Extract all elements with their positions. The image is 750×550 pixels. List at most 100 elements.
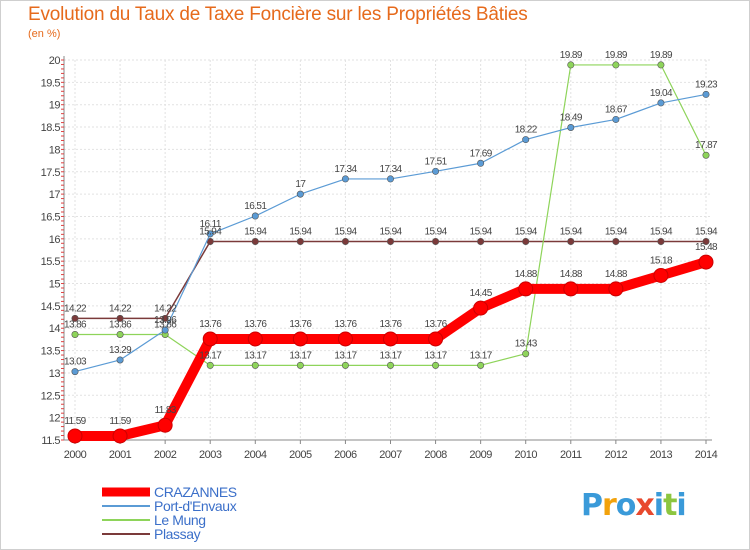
x-tick-label: 2000 bbox=[64, 449, 87, 461]
data-label: 13.29 bbox=[109, 345, 132, 356]
data-point bbox=[702, 238, 710, 246]
data-point bbox=[116, 330, 124, 338]
y-tick-label: 19 bbox=[49, 100, 61, 112]
data-label: 15.94 bbox=[560, 227, 583, 238]
data-point bbox=[202, 331, 218, 347]
data-label: 14.22 bbox=[64, 303, 87, 314]
data-label: 17 bbox=[295, 179, 306, 190]
data-label: 13.76 bbox=[199, 319, 222, 330]
data-label: 15.94 bbox=[470, 227, 493, 238]
logo-letter: x bbox=[635, 488, 654, 523]
data-label: 15.94 bbox=[379, 227, 402, 238]
data-label: 17.87 bbox=[695, 140, 718, 151]
x-tick-label: 2004 bbox=[244, 449, 267, 461]
data-label: 13.17 bbox=[244, 350, 267, 361]
data-label: 13.03 bbox=[64, 357, 87, 368]
data-label: 13.17 bbox=[379, 350, 402, 361]
logo-letter: i bbox=[653, 488, 664, 523]
y-tick-label: 13.5 bbox=[41, 346, 61, 358]
data-label: 11.59 bbox=[64, 416, 86, 427]
legend-label: Le Mung bbox=[154, 512, 206, 528]
data-point bbox=[432, 238, 440, 246]
data-label: 13.76 bbox=[334, 319, 357, 330]
y-tick-label: 15.5 bbox=[41, 256, 61, 268]
data-point bbox=[206, 361, 214, 369]
unit-label: (en %) bbox=[28, 28, 61, 40]
data-label: 13.43 bbox=[515, 339, 538, 350]
data-point bbox=[206, 230, 214, 238]
data-label: 13.96 bbox=[154, 315, 177, 326]
x-tick-label: 2011 bbox=[560, 449, 582, 461]
data-point bbox=[116, 356, 124, 364]
y-tick-label: 20 bbox=[49, 55, 61, 67]
data-label: 15.94 bbox=[425, 227, 448, 238]
data-point bbox=[702, 151, 710, 159]
data-label: 13.76 bbox=[244, 319, 267, 330]
chart-title: Evolution du Taux de Taxe Foncière sur l… bbox=[28, 4, 528, 25]
data-point bbox=[567, 124, 575, 132]
data-point bbox=[251, 238, 259, 246]
data-point bbox=[653, 267, 669, 283]
data-label: 13.17 bbox=[334, 350, 357, 361]
data-label: 15.94 bbox=[650, 227, 673, 238]
data-label: 15.94 bbox=[244, 227, 267, 238]
data-label: 17.34 bbox=[379, 164, 402, 175]
data-point bbox=[71, 314, 79, 322]
data-label: 11.83 bbox=[154, 405, 176, 416]
data-point bbox=[112, 428, 128, 444]
data-point bbox=[477, 159, 485, 167]
data-point bbox=[522, 350, 530, 358]
data-point bbox=[292, 331, 308, 347]
data-label: 19.23 bbox=[695, 79, 718, 90]
data-label: 13.76 bbox=[379, 319, 402, 330]
data-point bbox=[567, 238, 575, 246]
data-point bbox=[657, 238, 665, 246]
y-tick-label: 12 bbox=[49, 413, 61, 425]
x-tick-label: 2010 bbox=[514, 449, 537, 461]
proxiti-logo: Proxiti bbox=[581, 488, 687, 523]
data-point bbox=[518, 281, 534, 297]
data-point bbox=[608, 281, 624, 297]
data-label: 13.86 bbox=[64, 319, 87, 330]
data-label: 15.18 bbox=[650, 255, 673, 266]
data-label: 15.48 bbox=[695, 242, 718, 253]
data-label: 19.04 bbox=[650, 88, 673, 99]
data-point bbox=[473, 300, 489, 316]
data-point bbox=[432, 361, 440, 369]
logo-letter: r bbox=[602, 488, 617, 523]
data-label: 16.11 bbox=[200, 219, 222, 230]
data-point bbox=[161, 326, 169, 334]
y-tick-label: 17 bbox=[49, 189, 61, 201]
data-label: 14.88 bbox=[515, 269, 538, 280]
x-tick-label: 2012 bbox=[605, 449, 628, 461]
y-tick-label: 12.5 bbox=[41, 390, 61, 402]
data-label: 13.76 bbox=[425, 319, 448, 330]
x-tick-label: 2007 bbox=[379, 449, 402, 461]
y-tick-label: 11.5 bbox=[41, 435, 60, 447]
data-point bbox=[337, 331, 353, 347]
data-label: 15.94 bbox=[199, 227, 222, 238]
data-point bbox=[567, 61, 575, 69]
data-label: 13.86 bbox=[154, 319, 177, 330]
data-label: 13.17 bbox=[289, 350, 312, 361]
data-label: 14.22 bbox=[154, 303, 177, 314]
data-point bbox=[251, 212, 259, 220]
legend-label: Port-d'Envaux bbox=[154, 498, 237, 514]
data-label: 14.22 bbox=[109, 303, 132, 314]
y-tick-label: 16 bbox=[49, 234, 61, 246]
x-tick-label: 2005 bbox=[289, 449, 312, 461]
data-label: 13.76 bbox=[289, 319, 312, 330]
data-point bbox=[657, 99, 665, 107]
data-point bbox=[612, 61, 620, 69]
data-point bbox=[296, 361, 304, 369]
data-point bbox=[341, 361, 349, 369]
data-point bbox=[251, 361, 259, 369]
legend-label: Plassay bbox=[154, 526, 201, 542]
data-label: 18.67 bbox=[605, 104, 628, 115]
data-point bbox=[296, 238, 304, 246]
data-label: 19.89 bbox=[560, 50, 583, 61]
data-label: 17.34 bbox=[334, 164, 357, 175]
x-tick-label: 2013 bbox=[650, 449, 673, 461]
y-tick-label: 15 bbox=[49, 279, 61, 291]
